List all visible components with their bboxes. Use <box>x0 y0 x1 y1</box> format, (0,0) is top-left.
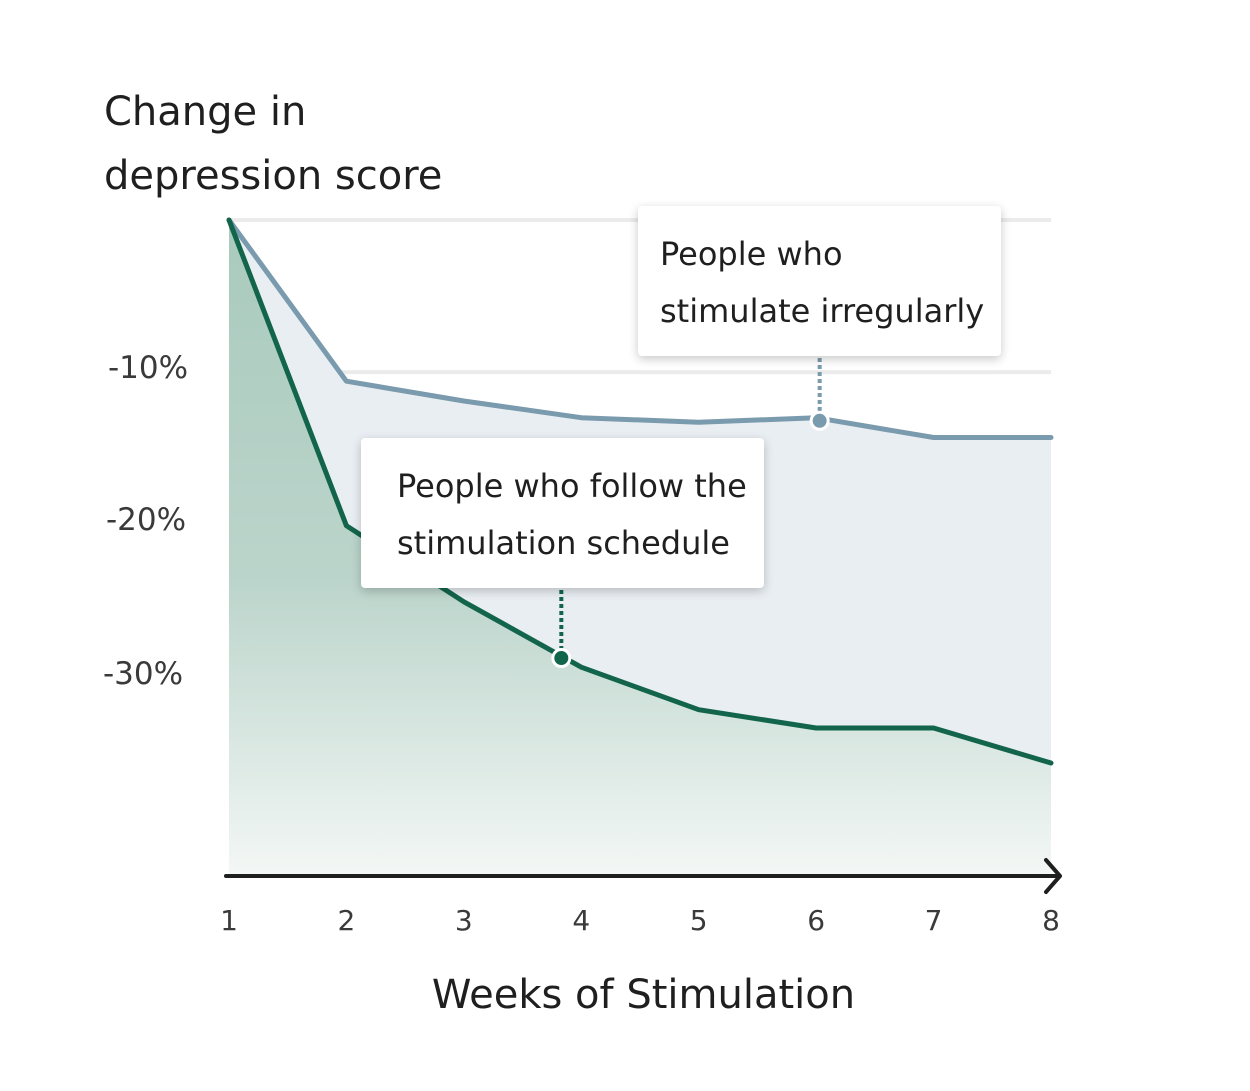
x-tick-label: 5 <box>689 904 708 937</box>
x-tick-label: 6 <box>807 904 826 937</box>
x-tick-label: 7 <box>924 904 943 937</box>
y-axis-title-line-2: depression score <box>104 153 443 199</box>
x-tick-label: 8 <box>1042 904 1060 937</box>
series-line-irregular <box>226 217 1054 440</box>
callout-schedule-line-1: People who follow the <box>397 467 747 505</box>
annotation-marker-irregular <box>809 410 830 431</box>
x-tick-label: 1 <box>220 904 238 937</box>
x-tick-label: 2 <box>337 904 356 937</box>
y-tick-label: -20% <box>106 502 187 538</box>
y-tick-label: -30% <box>103 656 184 692</box>
callout-irregular-line-2: stimulate irregularly <box>660 292 985 330</box>
y-axis-title: Change in depression score <box>104 80 442 208</box>
x-tick-label: 4 <box>572 904 591 937</box>
x-tick-label: 3 <box>454 904 473 937</box>
y-tick-label: -10% <box>108 350 189 386</box>
area-schedule <box>229 220 1051 874</box>
annotation-marker-schedule <box>551 648 572 669</box>
callout-schedule: People who follow the stimulation schedu… <box>361 438 764 588</box>
y-axis-title-line-1: Change in <box>104 89 307 135</box>
x-axis-title: Weeks of Stimulation <box>431 972 856 1018</box>
x-axis-arrow-icon <box>1044 858 1062 894</box>
callout-irregular: People who stimulate irregularly <box>638 206 1001 356</box>
callout-irregular-line-1: People who <box>660 235 843 273</box>
callout-schedule-line-2: stimulation schedule <box>397 524 730 562</box>
